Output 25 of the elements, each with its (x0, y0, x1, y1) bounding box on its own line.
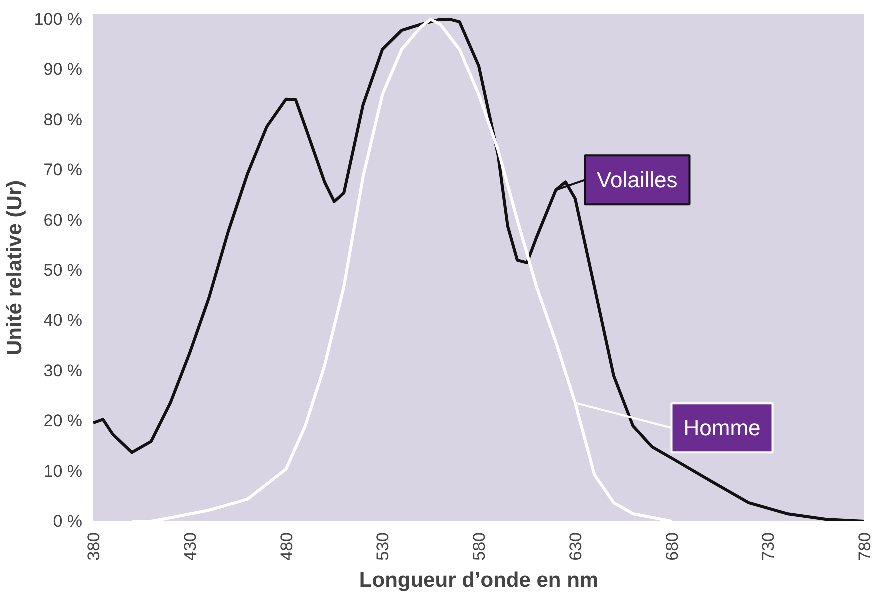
y-tick-label: 30 % (44, 361, 82, 380)
legend-label: Homme (684, 416, 761, 441)
x-tick-label: 480 (277, 532, 296, 561)
y-tick-label: 0 % (53, 512, 83, 531)
y-tick-label: 50 % (44, 261, 82, 280)
y-tick-label: 60 % (44, 210, 82, 230)
x-tick-label: 780 (856, 532, 874, 561)
y-tick-label: 90 % (44, 60, 82, 80)
y-axis-title: Unité relative (Ur) (3, 180, 26, 356)
x-tick-label: 730 (759, 532, 778, 561)
y-tick-label: 20 % (44, 412, 82, 431)
x-tick-label: 530 (374, 532, 393, 561)
legend-label: Volailles (597, 168, 678, 193)
x-tick-label: 430 (180, 532, 200, 561)
y-tick-label: 80 % (44, 110, 82, 130)
y-tick-label: 40 % (44, 311, 82, 330)
x-tick-label: 680 (662, 532, 682, 561)
line-series (94, 18, 864, 522)
x-tick-label: 380 (84, 532, 104, 561)
x-axis-title: Longueur d’onde en nm (359, 568, 599, 592)
y-tick-label: 10 % (44, 462, 82, 481)
x-tick-label: 630 (566, 532, 586, 561)
x-tick-label: 580 (470, 532, 489, 561)
y-tick-label: 100 % (34, 10, 82, 30)
y-tick-label: 70 % (44, 160, 82, 180)
